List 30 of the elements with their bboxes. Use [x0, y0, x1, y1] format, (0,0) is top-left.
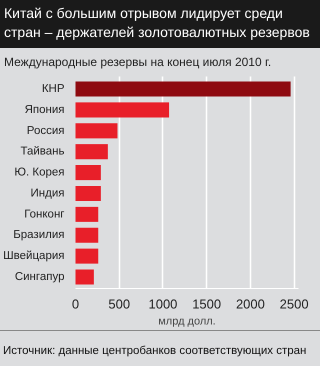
- bar: [76, 102, 170, 118]
- bar: [76, 123, 118, 138]
- y-tick-label: Бразилия: [13, 229, 65, 242]
- y-tick-label: Тайвань: [20, 146, 65, 158]
- x-tick-label: 1000: [148, 296, 178, 312]
- y-tick-label: Япония: [24, 104, 65, 116]
- bar: [76, 144, 108, 160]
- y-tick-label: Индия: [30, 187, 65, 200]
- chart-title: Китай с большим отрывом лидирует среди стран – держателей золотовалютных резервов: [4, 4, 311, 42]
- y-tick-label: Россия: [26, 124, 65, 137]
- x-tick-label: 1500: [192, 296, 222, 312]
- chart-subtitle: Международные резервы на конец июля 2010 г.: [4, 54, 272, 71]
- x-tick-label: 500: [108, 296, 130, 312]
- bar: [76, 269, 94, 285]
- y-tick-label: Швейцария: [3, 250, 65, 262]
- y-tick-label: Гонконг: [24, 208, 65, 220]
- y-tick-label: Сингапур: [14, 271, 65, 284]
- x-tick-label: 0: [72, 296, 80, 312]
- x-tick-label: 2500: [280, 296, 309, 312]
- bar: [76, 82, 291, 97]
- bar: [76, 206, 98, 222]
- bar: [76, 186, 101, 201]
- bar: [76, 248, 98, 264]
- x-axis-title: млрд долл.: [158, 316, 216, 328]
- y-tick-label: Ю. Корея: [14, 166, 65, 179]
- bar: [76, 228, 98, 243]
- text: Источник: данные центробанков соответствующих стран: [3, 344, 306, 359]
- bar: [76, 165, 101, 180]
- x-tick-label: 2000: [236, 296, 265, 312]
- y-tick-label: КНР: [42, 83, 65, 96]
